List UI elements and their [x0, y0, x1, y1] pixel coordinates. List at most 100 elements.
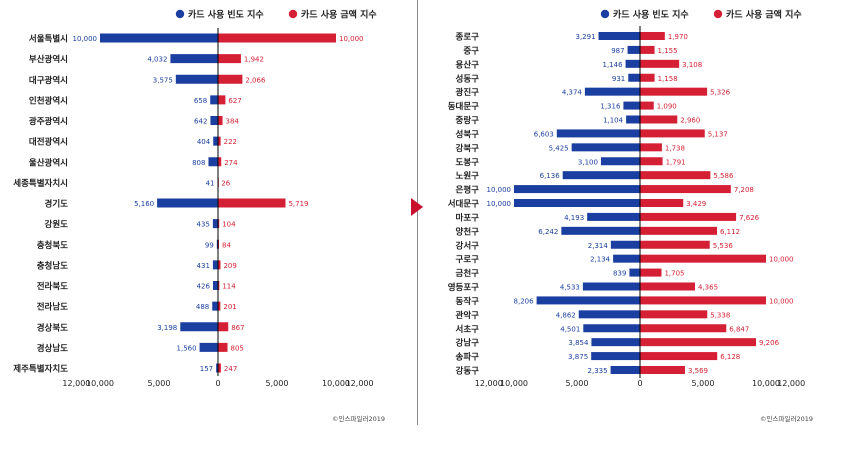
bar-amount	[640, 282, 695, 291]
category-label: 양천구	[456, 226, 480, 237]
category-label: 강동구	[456, 366, 480, 377]
bar-amount	[640, 199, 684, 207]
bar-frequency	[610, 366, 640, 374]
x-tick-label: 0	[215, 379, 220, 388]
bar-amount	[640, 73, 655, 82]
x-tick-label: 0	[637, 379, 642, 388]
bar-frequency	[210, 116, 218, 125]
legend-label-amount: 카드 사용 금액 지수	[726, 9, 802, 21]
data-label-amount: 5,338	[710, 311, 730, 319]
bar-amount	[640, 324, 727, 333]
category-label: 광주광역시	[29, 116, 68, 127]
legend-swatch-frequency	[600, 9, 610, 19]
data-label-amount: 6,847	[729, 325, 749, 333]
bar-amount	[640, 254, 766, 263]
bar-frequency	[610, 240, 640, 249]
arrow-right-icon	[411, 198, 423, 216]
data-label-frequency: 6,136	[540, 172, 561, 180]
data-label-frequency: 157	[200, 365, 213, 373]
bar-amount	[640, 212, 737, 221]
x-tick-label: 12,000	[777, 379, 805, 388]
x-tick-label: 12,000	[346, 379, 374, 388]
bar-frequency	[199, 342, 218, 352]
category-label: 중랑구	[456, 115, 480, 126]
bar-frequency	[212, 260, 218, 270]
category-label: 노원구	[456, 171, 480, 182]
category-label: 강북구	[456, 143, 480, 154]
data-label-amount: 3,569	[688, 367, 708, 375]
bar-frequency	[627, 45, 640, 54]
bar-frequency	[623, 101, 640, 110]
data-label-frequency: 10,000	[73, 35, 98, 43]
bar-amount	[640, 310, 708, 319]
bar-amount	[218, 322, 229, 332]
x-tick-label: 5,000	[566, 379, 589, 388]
bar-frequency	[600, 157, 640, 166]
bar-frequency	[629, 268, 640, 277]
data-label-amount: 10,000	[769, 297, 794, 305]
bar-frequency	[591, 338, 640, 347]
bar-frequency	[212, 281, 218, 290]
category-label: 광진구	[456, 87, 480, 98]
bar-frequency	[208, 157, 218, 167]
bar-amount	[640, 157, 663, 166]
data-label-frequency: 431	[197, 262, 210, 270]
data-label-amount: 222	[224, 138, 237, 146]
category-label: 강서구	[456, 240, 480, 251]
data-label-amount: 84	[222, 241, 231, 249]
data-label-frequency: 488	[196, 303, 209, 311]
bar-amount	[218, 95, 226, 105]
data-label-amount: 3,108	[682, 61, 702, 69]
bar-frequency	[180, 322, 218, 332]
data-label-amount: 5,137	[708, 130, 728, 138]
bar-amount	[640, 115, 678, 124]
data-label-amount: 6,112	[720, 228, 740, 236]
category-label: 성동구	[456, 73, 480, 84]
bar-amount	[218, 157, 222, 167]
data-label-frequency: 3,575	[153, 76, 173, 84]
data-label-amount: 6,128	[720, 353, 740, 361]
data-label-frequency: 839	[613, 270, 626, 278]
data-label-amount: 1,791	[666, 158, 686, 166]
data-label-amount: 7,208	[734, 186, 754, 194]
category-label: 세종특별자치시	[13, 178, 68, 189]
bar-amount	[218, 342, 228, 352]
data-label-amount: 274	[224, 159, 238, 167]
data-label-amount: 627	[228, 97, 241, 105]
data-label-amount: 3,429	[686, 200, 706, 208]
bar-frequency	[582, 282, 640, 291]
bar-frequency	[628, 73, 640, 82]
bar-frequency	[571, 143, 640, 152]
data-label-amount: 384	[226, 118, 240, 126]
bar-frequency	[213, 136, 218, 146]
bar-frequency	[212, 301, 218, 311]
bar-frequency	[216, 239, 218, 249]
bar-amount	[640, 352, 718, 361]
data-label-amount: 867	[231, 324, 244, 332]
bar-frequency	[591, 352, 640, 361]
data-label-amount: 7,626	[739, 214, 760, 222]
bar-amount	[218, 281, 220, 290]
bar-amount	[640, 143, 662, 152]
data-label-amount: 247	[224, 365, 237, 373]
category-label: 마포구	[456, 212, 480, 223]
bar-frequency	[514, 185, 640, 194]
x-tick-label: 10,000	[500, 379, 528, 388]
data-label-frequency: 6,603	[534, 130, 554, 138]
data-label-frequency: 426	[197, 283, 211, 291]
data-label-amount: 104	[222, 221, 236, 229]
x-tick-label: 10,000	[86, 379, 114, 388]
category-label: 경기도	[45, 199, 69, 210]
data-label-frequency: 5,425	[549, 144, 569, 152]
category-label: 송파구	[456, 352, 480, 363]
category-label: 금천구	[456, 268, 480, 279]
bar-frequency	[536, 296, 640, 305]
category-label: 서울특별시	[29, 34, 68, 45]
data-label-amount: 1,942	[244, 56, 264, 64]
category-label: 동대문구	[448, 101, 479, 112]
x-tick-label: 10,000	[322, 379, 350, 388]
data-label-amount: 805	[230, 344, 243, 352]
bar-frequency	[613, 254, 640, 263]
bar-frequency	[584, 87, 640, 96]
